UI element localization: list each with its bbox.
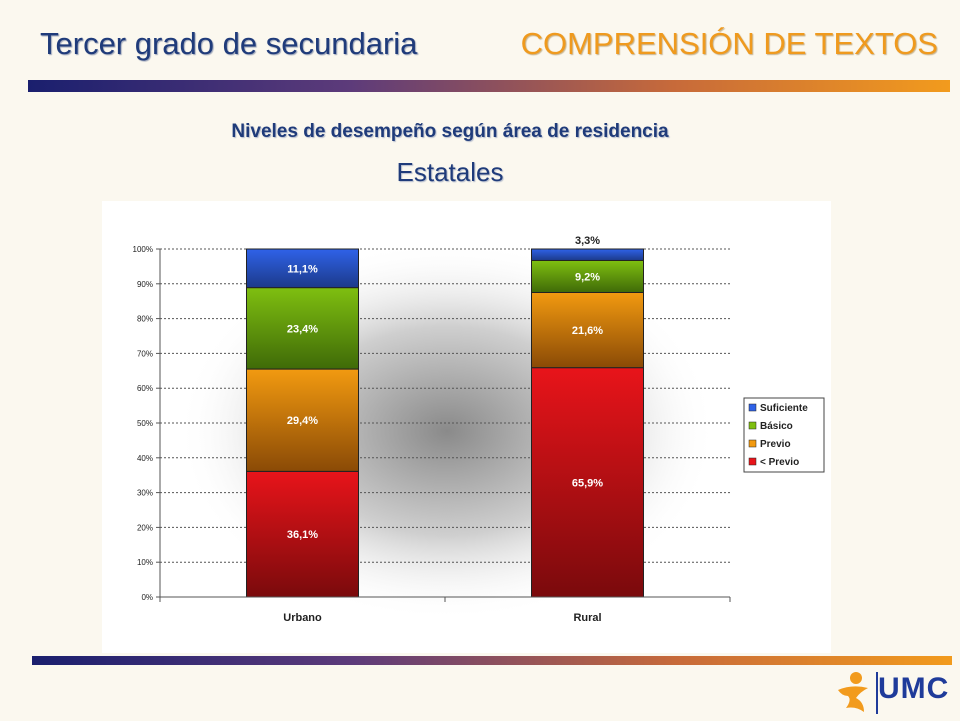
bar-segment-bsico-rural (531, 259, 644, 293)
legend-swatch (748, 403, 757, 412)
chart-subtitle: Estatales (396, 157, 504, 187)
data-label: 23,4% (287, 323, 318, 335)
legend-label: Previo (760, 439, 791, 450)
data-label: 21,6% (572, 325, 603, 337)
y-tick-label: 100% (133, 245, 153, 254)
data-label: 3,3% (575, 235, 600, 247)
x-category-label: Rural (573, 612, 601, 624)
logo-divider (876, 672, 878, 714)
section-title: COMPRENSIÓN DE TEXTOS (520, 26, 938, 61)
y-tick-label: 80% (137, 315, 153, 324)
y-tick-label: 70% (137, 349, 153, 358)
legend-label: < Previo (760, 457, 799, 468)
legend-label: Suficiente (760, 403, 808, 414)
bar-segment-suficiente-rural (531, 248, 644, 261)
data-label: 65,9% (572, 477, 603, 489)
legend-label: Básico (760, 421, 793, 432)
page-title: Tercer grado de secundaria (40, 26, 418, 61)
logo-text: UMC (878, 672, 950, 705)
y-tick-label: 30% (137, 489, 153, 498)
data-label: 36,1% (287, 529, 318, 541)
bar-segment-previo-urbano (246, 368, 359, 472)
y-tick-label: 0% (141, 593, 153, 602)
umc-figure-icon (838, 672, 868, 712)
legend-box (743, 397, 825, 473)
y-tick-label: 20% (137, 523, 153, 532)
y-tick-label: 90% (137, 280, 153, 289)
chart-title: Niveles de desempeño según área de resid… (231, 121, 669, 142)
legend-swatch (748, 457, 757, 466)
data-label: 9,2% (575, 271, 600, 283)
bar-segment-suficiente-urbano (246, 248, 359, 289)
y-tick-label: 60% (137, 384, 153, 393)
data-label: 29,4% (287, 415, 318, 427)
x-category-label: Urbano (283, 612, 322, 624)
footer-divider (32, 656, 952, 665)
y-tick-label: 10% (137, 558, 153, 567)
y-tick-label: 40% (137, 454, 153, 463)
chart-area: 36,1% 29,4% 23,4% 11,1% 65,9% 21,6% 9,2% 3,3% 0… (102, 201, 831, 653)
legend-swatch (748, 421, 757, 430)
bar-segment-previo-urbano (246, 470, 359, 598)
data-label: 11,1% (287, 263, 318, 275)
header-divider (28, 80, 950, 92)
legend-swatch (748, 439, 757, 448)
stacked-bar-chart: 36,1% 29,4% 23,4% 11,1% 65,9% 21,6% 9,2% 3,3% 0… (133, 235, 825, 624)
umc-logo: UMC (834, 668, 948, 718)
y-tick-label: 50% (137, 419, 153, 428)
